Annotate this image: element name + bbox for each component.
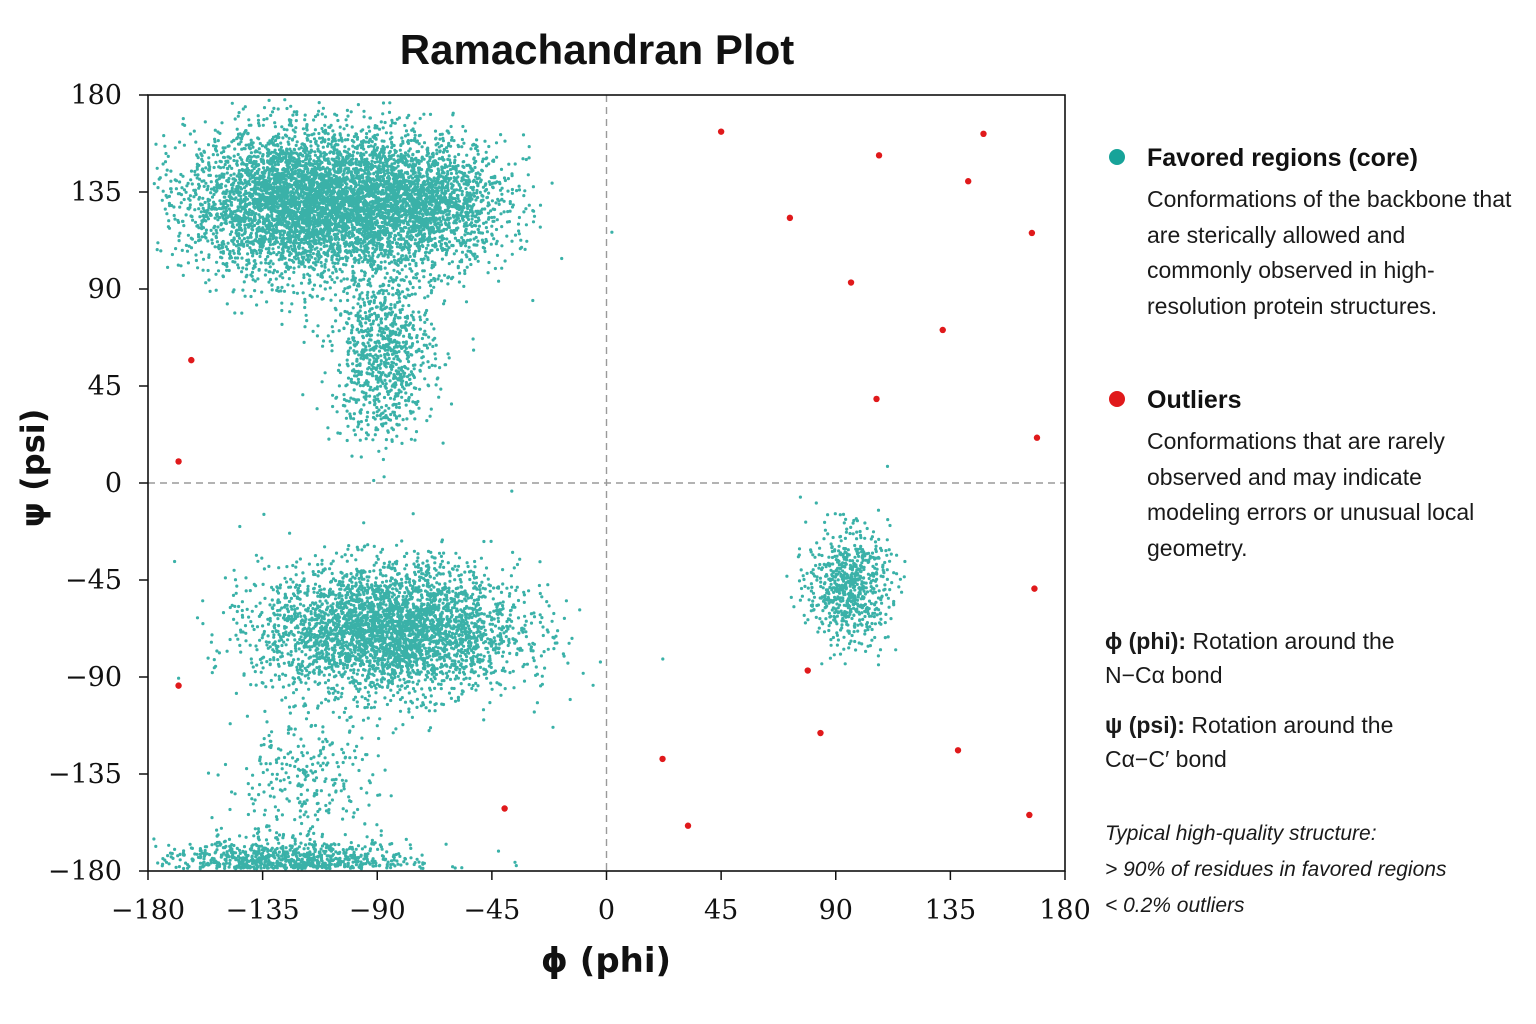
outlier-point xyxy=(804,667,811,674)
psi-definition: ψ (psi): Rotation around the Cα−C′ bond xyxy=(1105,708,1445,776)
teal-dot-icon xyxy=(1109,149,1125,165)
legend: Favored regions (core) Conformations of … xyxy=(1105,140,1515,924)
outlier-point xyxy=(939,326,946,334)
chart-title: Ramachandran Plot xyxy=(400,26,794,73)
quality-note: Typical high-quality structure: > 90% of… xyxy=(1105,816,1515,924)
y-tick-label: 90 xyxy=(88,274,122,305)
psi-text: Rotation around the Cα−C′ bond xyxy=(1105,712,1394,772)
note-line-1: Typical high-quality structure: xyxy=(1105,822,1377,845)
outlier-point xyxy=(786,214,794,222)
outlier-point xyxy=(1026,811,1033,819)
legend-desc-favored: Conformations of the backbone that are s… xyxy=(1147,186,1512,319)
outlier-point xyxy=(175,682,182,689)
x-tick-label: 45 xyxy=(704,895,738,926)
x-tick-label: −180 xyxy=(111,895,185,926)
phi-definition: ϕ (phi): Rotation around the N−Cα bond xyxy=(1105,624,1445,692)
outlier-point xyxy=(684,822,692,829)
y-tick-label: −45 xyxy=(65,565,122,596)
x-tick-label: −90 xyxy=(349,895,406,926)
x-tick-label: 90 xyxy=(819,895,853,926)
outlier-point xyxy=(1031,585,1038,592)
outlier-point xyxy=(717,128,725,135)
outlier-point xyxy=(175,458,182,465)
legend-item-outliers: Outliers Conformations that are rarely o… xyxy=(1105,382,1515,566)
outlier-point xyxy=(980,130,987,137)
legend-title-favored: Favored regions (core) xyxy=(1147,144,1418,172)
x-tick-label: −135 xyxy=(226,895,300,926)
phi-term: ϕ (phi): xyxy=(1105,628,1187,654)
y-tick-label: −135 xyxy=(48,759,122,790)
y-tick-label: −90 xyxy=(65,662,122,693)
outlier-point xyxy=(965,178,972,185)
y-tick-label: −180 xyxy=(48,856,122,887)
legend-desc-outliers: Conformations that are rarely observed a… xyxy=(1147,428,1475,561)
x-axis-label: ϕ (phi) xyxy=(541,941,671,981)
outlier-point xyxy=(501,805,508,812)
phi-text: Rotation around the N−Cα bond xyxy=(1105,628,1395,688)
x-tick-label: 0 xyxy=(598,895,615,926)
y-tick-label: 0 xyxy=(105,468,122,499)
y-axis-label: ψ (psi) xyxy=(14,409,52,528)
x-tick-label: −45 xyxy=(463,895,520,926)
note-line-3: < 0.2% outliers xyxy=(1105,894,1245,917)
psi-term: ψ (psi): xyxy=(1105,712,1185,738)
outlier-point xyxy=(875,152,883,159)
legend-item-favored: Favored regions (core) Conformations of … xyxy=(1105,140,1515,324)
outlier-point xyxy=(847,279,855,286)
y-tick-label: 45 xyxy=(88,371,122,402)
outlier-point xyxy=(1028,229,1036,237)
outlier-point xyxy=(188,356,195,364)
outlier-point xyxy=(659,755,666,763)
y-tick-label: 180 xyxy=(70,80,122,111)
outlier-point xyxy=(873,395,880,403)
red-dot-icon xyxy=(1109,391,1125,407)
outlier-point xyxy=(817,729,824,737)
x-tick-label: 180 xyxy=(1039,895,1091,926)
note-line-2: > 90% of residues in favored regions xyxy=(1105,858,1447,881)
y-tick-label: 135 xyxy=(70,177,122,208)
x-tick-label: 135 xyxy=(925,895,977,926)
outlier-point xyxy=(954,747,962,754)
outlier-point xyxy=(1033,434,1041,441)
legend-title-outliers: Outliers xyxy=(1147,386,1242,414)
